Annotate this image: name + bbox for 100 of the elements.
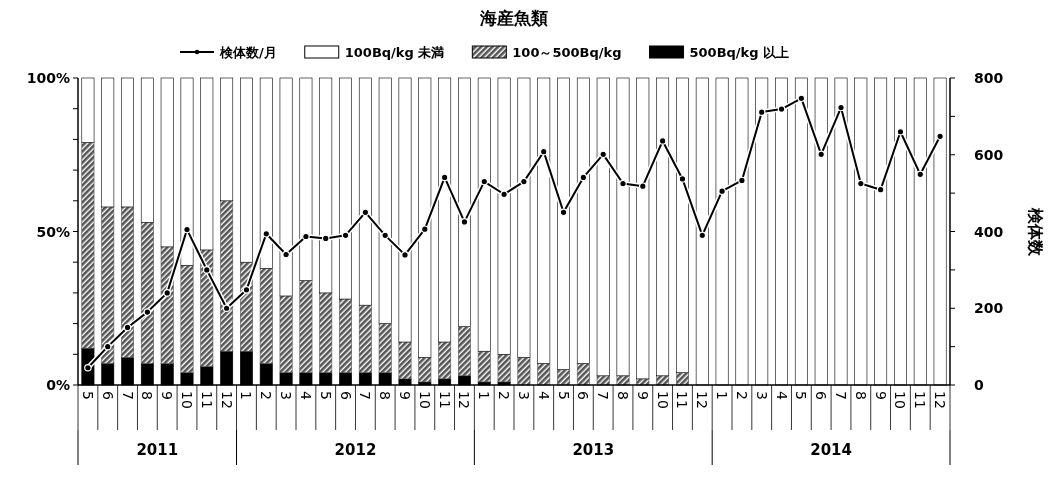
bar <box>140 77 154 223</box>
point <box>837 103 845 112</box>
point <box>401 251 409 259</box>
y-tick-label: 50% <box>36 223 70 240</box>
point <box>876 185 885 194</box>
x-tick-label: 6 <box>575 391 592 400</box>
bar <box>259 268 273 364</box>
point <box>440 173 449 182</box>
y2-axis-title: 検体数 <box>1026 206 1045 257</box>
x-tick-label: 5 <box>555 391 572 400</box>
x-tick-label: 11 <box>436 391 453 409</box>
point <box>797 94 806 103</box>
x-tick-label: 12 <box>932 391 949 409</box>
point <box>500 190 508 199</box>
bar <box>576 363 590 386</box>
bar <box>101 206 115 364</box>
point <box>282 250 290 259</box>
point <box>103 342 112 351</box>
legend-label: 500Bq/kg 以上 <box>689 45 790 60</box>
x-tick-label: 8 <box>852 391 869 400</box>
chart-title: 海産魚類 <box>479 8 548 28</box>
x-tick-label: 12 <box>456 391 473 409</box>
x-tick-label: 4 <box>773 391 790 400</box>
x-tick-label: 7 <box>119 391 136 400</box>
bar <box>418 357 432 383</box>
bar <box>319 292 333 374</box>
x-tick-label: 10 <box>416 391 433 409</box>
point <box>559 208 568 217</box>
bar <box>517 357 531 386</box>
x-tick-label: 3 <box>753 391 770 400</box>
point <box>658 137 667 145</box>
x-tick-label: 4 <box>297 391 314 400</box>
point <box>539 147 548 156</box>
bar <box>121 206 134 358</box>
x-tick-label: 3 <box>278 391 295 400</box>
bar <box>220 200 234 352</box>
point <box>896 127 905 136</box>
text: 2012 <box>334 441 377 459</box>
x-tick-label: 8 <box>377 391 394 400</box>
bar <box>81 142 95 349</box>
x-tick-label: 7 <box>595 391 612 400</box>
bar <box>81 77 95 143</box>
bar <box>477 350 491 383</box>
x-tick-label: 4 <box>535 391 552 400</box>
point <box>579 173 588 182</box>
x-tick-label: 11 <box>198 391 215 409</box>
x-tick-label: 10 <box>179 391 195 409</box>
point <box>143 308 152 316</box>
x-tick-label: 7 <box>357 391 374 400</box>
point <box>321 234 330 243</box>
bar <box>497 354 511 383</box>
legend-label: 検体数/月 <box>219 45 277 60</box>
point <box>698 231 707 240</box>
x-tick-label: 7 <box>833 391 849 400</box>
text: 2013 <box>572 441 615 459</box>
point <box>936 132 944 141</box>
x-tick-label: 11 <box>674 391 691 409</box>
x-tick-label: 10 <box>654 391 671 409</box>
bar <box>358 304 372 374</box>
point <box>84 363 92 372</box>
y2-tick-label: 0 <box>974 377 984 393</box>
y-tick-label: 100% <box>26 70 70 86</box>
text: 2014 <box>810 441 852 459</box>
x-tick-label: 2 <box>496 391 513 400</box>
x-tick-label: 3 <box>515 391 532 400</box>
point <box>242 286 251 294</box>
x-tick-label: 8 <box>139 391 156 400</box>
x-tick-label: 2 <box>733 391 750 400</box>
legend-label: 100～500Bq/kg <box>512 45 622 60</box>
bar <box>378 323 392 374</box>
x-tick-label: 2 <box>258 391 275 400</box>
point <box>757 108 766 116</box>
x-tick-label: 1 <box>476 391 493 400</box>
bar <box>299 280 313 374</box>
x-tick-label: 6 <box>813 391 830 400</box>
point <box>361 208 370 217</box>
point <box>916 170 925 179</box>
x-tick-label: 10 <box>892 391 909 409</box>
bar <box>458 326 471 377</box>
y2-tick-label: 200 <box>974 300 1004 317</box>
point <box>203 266 211 274</box>
point <box>718 187 726 196</box>
x-tick-label: 9 <box>872 391 889 400</box>
x-tick-label: 9 <box>159 391 176 400</box>
bar <box>101 77 115 208</box>
bar <box>160 77 174 248</box>
x-tick-label: 5 <box>793 391 810 400</box>
x-tick-label: 6 <box>99 391 116 400</box>
x-tick-label: 1 <box>714 391 731 400</box>
bar <box>220 77 234 202</box>
x-tick-label: 12 <box>218 391 235 409</box>
x-tick-label: 8 <box>615 391 631 400</box>
bar <box>537 363 551 386</box>
point <box>738 176 746 185</box>
y-tick-label: 0% <box>46 377 70 393</box>
y2-tick-label: 800 <box>974 70 1004 86</box>
point <box>857 179 865 188</box>
point <box>599 150 607 159</box>
point <box>777 105 786 113</box>
y2-tick-label: 400 <box>974 223 1004 240</box>
